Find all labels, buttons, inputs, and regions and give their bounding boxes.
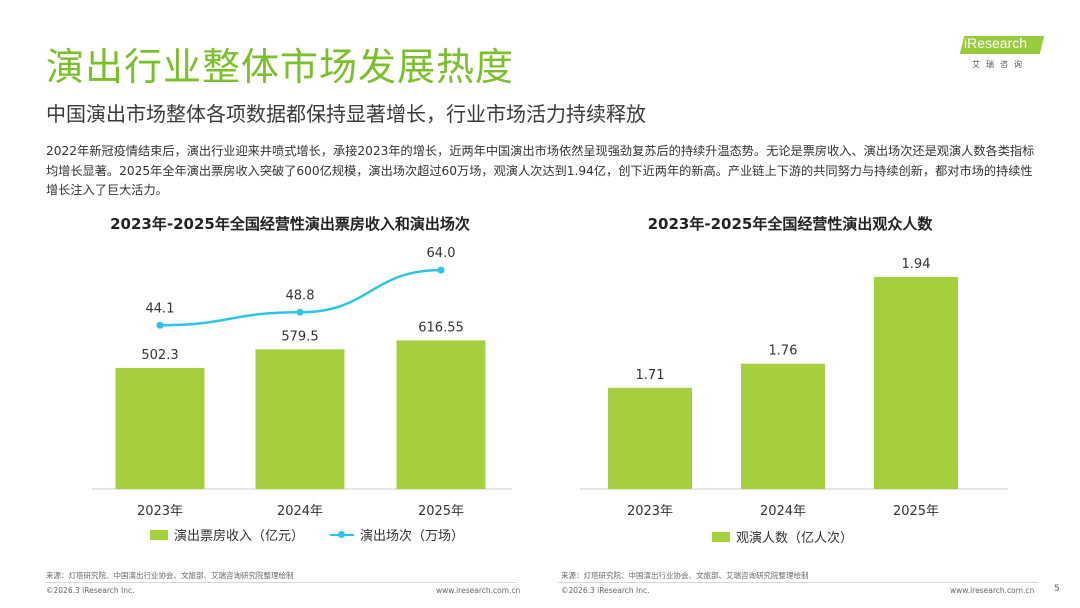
footer-rule-left bbox=[46, 582, 516, 583]
chart1-bar-label-3: 616.55 bbox=[418, 320, 464, 335]
legend-bar-label: 演出票房收入（亿元） bbox=[174, 529, 305, 544]
chart2-x-tick-1: 2023年 bbox=[627, 504, 673, 519]
copyright-right: ©2026.3 iResearch Inc. bbox=[561, 586, 650, 595]
chart2-bar-label-3: 1.94 bbox=[902, 257, 931, 272]
chart1-x-tick-3: 2025年 bbox=[418, 504, 464, 519]
chart1-x-tick-1: 2023年 bbox=[137, 504, 183, 519]
chart2-bar-1 bbox=[608, 387, 692, 489]
chart1-title: 2023年-2025年全国经营性演出票房收入和演出场次 bbox=[110, 215, 470, 233]
chart1-line-point-2 bbox=[296, 308, 304, 316]
page-title: 演出行业整体市场发展热度 bbox=[46, 45, 515, 89]
chart1-bar-2 bbox=[255, 349, 345, 489]
chart2-legend-bar: 观演人数（亿人次） bbox=[712, 527, 853, 546]
chart1-line-point-3 bbox=[437, 266, 445, 274]
legend-line-swatch bbox=[330, 530, 354, 538]
chart1-bar-label-1: 502.3 bbox=[141, 348, 178, 363]
intro-paragraph: 2022年新冠疫情结束后，演出行业迎来井喷式增长，承接2023年的增长，近两年中… bbox=[46, 144, 1035, 197]
iresearch-logo: iResearch 艾瑞咨询 bbox=[958, 32, 1045, 72]
legend-bar2-label: 观演人数（亿人次） bbox=[736, 531, 854, 546]
chart1-line-label-3: 64.0 bbox=[427, 246, 456, 261]
chart2-bar-3 bbox=[874, 276, 958, 489]
chart2-bar-label-1: 1.71 bbox=[636, 368, 665, 383]
chart1-legend-line: 演出场次（万场） bbox=[330, 525, 464, 544]
copyright-left: ©2026.3 iResearch Inc. bbox=[46, 586, 135, 595]
legend-line-label: 演出场次（万场） bbox=[360, 529, 465, 544]
chart1-legend-bar: 演出票房收入（亿元） bbox=[150, 525, 304, 544]
logo-cn: 艾瑞咨询 bbox=[972, 60, 1028, 69]
chart1-line-label-2: 48.8 bbox=[286, 288, 315, 303]
chart1-line-point-1 bbox=[156, 321, 164, 329]
chart2-x-tick-2: 2024年 bbox=[760, 504, 806, 519]
logo-text: iResearch bbox=[964, 35, 1028, 51]
url-right: www.iresearch.com.cn bbox=[950, 586, 1035, 595]
chart2-x-tick-3: 2025年 bbox=[893, 504, 939, 519]
chart1-bar-3 bbox=[396, 340, 486, 489]
chart1-bar-label-2: 579.5 bbox=[281, 329, 318, 344]
chart1-bar-1 bbox=[115, 367, 205, 489]
url-left: www.iresearch.com.cn bbox=[436, 586, 521, 595]
source-left: 来源：灯塔研究院、中国演出行业协会、文旅部、艾瑞咨询研究院整理绘制 bbox=[46, 571, 294, 580]
legend-bar-swatch bbox=[150, 529, 168, 540]
chart1-x-tick-2: 2024年 bbox=[277, 504, 323, 519]
chart2-bar-label-2: 1.76 bbox=[769, 344, 798, 359]
chart2-title: 2023年-2025年全国经营性演出观众人数 bbox=[647, 215, 933, 233]
footer-rule-right bbox=[558, 582, 1038, 583]
legend-bar2-swatch bbox=[712, 531, 730, 542]
chart1-line-label-1: 44.1 bbox=[146, 301, 175, 316]
chart2-bar-2 bbox=[741, 363, 825, 489]
source-right: 来源：灯塔研究院、中国演出行业协会、文旅部、艾瑞咨询研究院整理绘制 bbox=[561, 571, 809, 580]
page-subtitle: 中国演出市场整体各项数据都保持显著增长，行业市场活力持续释放 bbox=[46, 102, 646, 126]
page-number: 5 bbox=[1054, 584, 1060, 594]
